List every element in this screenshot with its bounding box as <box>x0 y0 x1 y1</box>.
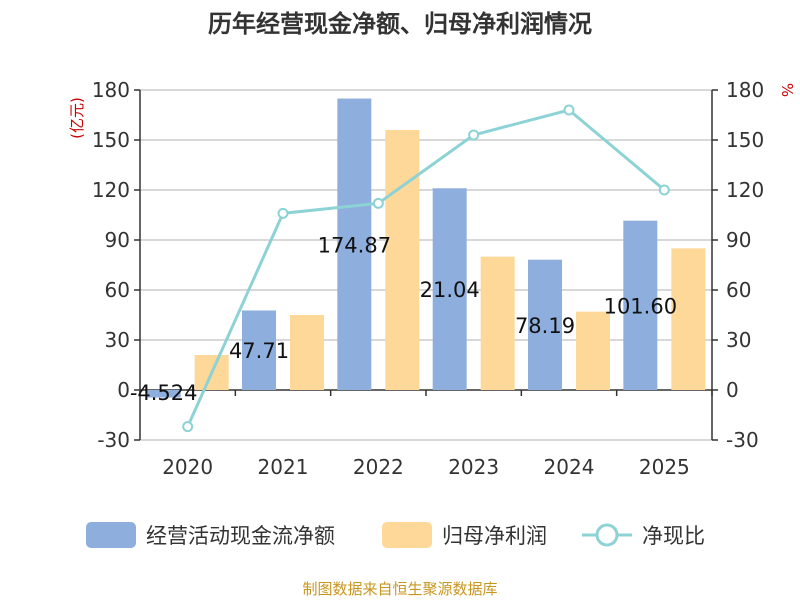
x-tick-label: 2022 <box>353 455 404 479</box>
right-tick-label: 30 <box>726 328 751 352</box>
left-tick-label: 90 <box>105 228 130 252</box>
right-tick-label: 180 <box>726 78 764 102</box>
bar-profit-2021 <box>290 315 324 390</box>
ratio-polyline <box>186 108 666 428</box>
bar-profit-2022 <box>385 130 420 390</box>
legend-swatch-profit <box>382 522 432 548</box>
left-tick-label: 180 <box>92 78 130 102</box>
x-tick-label: 2024 <box>544 455 595 479</box>
left-tick-label: 0 <box>117 378 130 402</box>
x-tick-label: 2021 <box>258 455 309 479</box>
legend-label-cash: 经营活动现金流净额 <box>146 524 335 548</box>
data-label-cash-2021: 47.71 <box>229 339 289 363</box>
right-tick-label: 60 <box>726 278 751 302</box>
right-axis-unit: % <box>778 83 796 97</box>
data-label-cash-2022: 174.87 <box>318 233 391 257</box>
ratio-point-2024 <box>563 104 575 116</box>
bar-cash-2021 <box>242 310 276 390</box>
left-tick-label: 150 <box>92 128 130 152</box>
right-tick-label: 120 <box>726 178 764 202</box>
data-label-cash-2025: 101.60 <box>604 294 677 318</box>
bar-cash-2024 <box>528 259 562 390</box>
legend-label-ratio: 净现比 <box>642 524 705 548</box>
ratio-line <box>182 104 670 433</box>
legend: 经营活动现金流净额 归母净利润 净现比 <box>86 522 705 548</box>
right-tick-label: 150 <box>726 128 764 152</box>
legend-label-profit: 归母净利润 <box>442 524 547 548</box>
x-tick-label: 2020 <box>162 455 213 479</box>
left-tick-label: -30 <box>97 428 130 452</box>
bar-cash-2022 <box>337 98 372 391</box>
bar-cash-2025 <box>623 220 658 390</box>
tick-labels: -30 0 30 60 90 120 150 180 -30 0 30 60 90 120 150 180 20… <box>92 78 764 479</box>
right-tick-label: -30 <box>726 428 759 452</box>
data-label-cash-2023: 21.04 <box>420 278 480 302</box>
chart-title: 历年经营现金净额、归母净利润情况 <box>208 10 592 38</box>
bars <box>146 98 706 398</box>
bar-cash-2023 <box>432 188 467 390</box>
legend-swatch-cash <box>86 522 136 548</box>
ratio-point-2021 <box>277 207 289 219</box>
ratio-point-2023 <box>468 129 480 141</box>
data-label-cash-2020: -4.524 <box>130 381 198 405</box>
legend-marker-ratio <box>595 523 619 547</box>
left-tick-label: 60 <box>105 278 130 302</box>
ratio-point-2020 <box>182 421 194 433</box>
bar-profit-2024 <box>576 311 610 390</box>
ratio-point-2025 <box>658 184 670 196</box>
x-tick-label: 2023 <box>448 455 499 479</box>
right-tick-label: 90 <box>726 228 751 252</box>
left-tick-label: 30 <box>105 328 130 352</box>
bar-cash-2020 <box>146 390 181 398</box>
bar-profit-2023 <box>480 256 515 390</box>
left-tick-label: 120 <box>92 178 130 202</box>
right-tick-label: 0 <box>726 378 739 402</box>
data-source: 制图数据来自恒生聚源数据库 <box>302 580 497 598</box>
grid <box>140 89 712 441</box>
data-labels: -4.524 47.71 174.87 21.04 78.19 101.60 <box>130 233 677 405</box>
ratio-point-2022 <box>372 197 384 209</box>
bar-profit-2025 <box>671 248 706 390</box>
x-tick-label: 2025 <box>639 455 690 479</box>
axes <box>134 89 718 441</box>
left-axis-unit: (亿元) <box>68 97 86 139</box>
data-label-cash-2024: 78.19 <box>515 314 575 338</box>
